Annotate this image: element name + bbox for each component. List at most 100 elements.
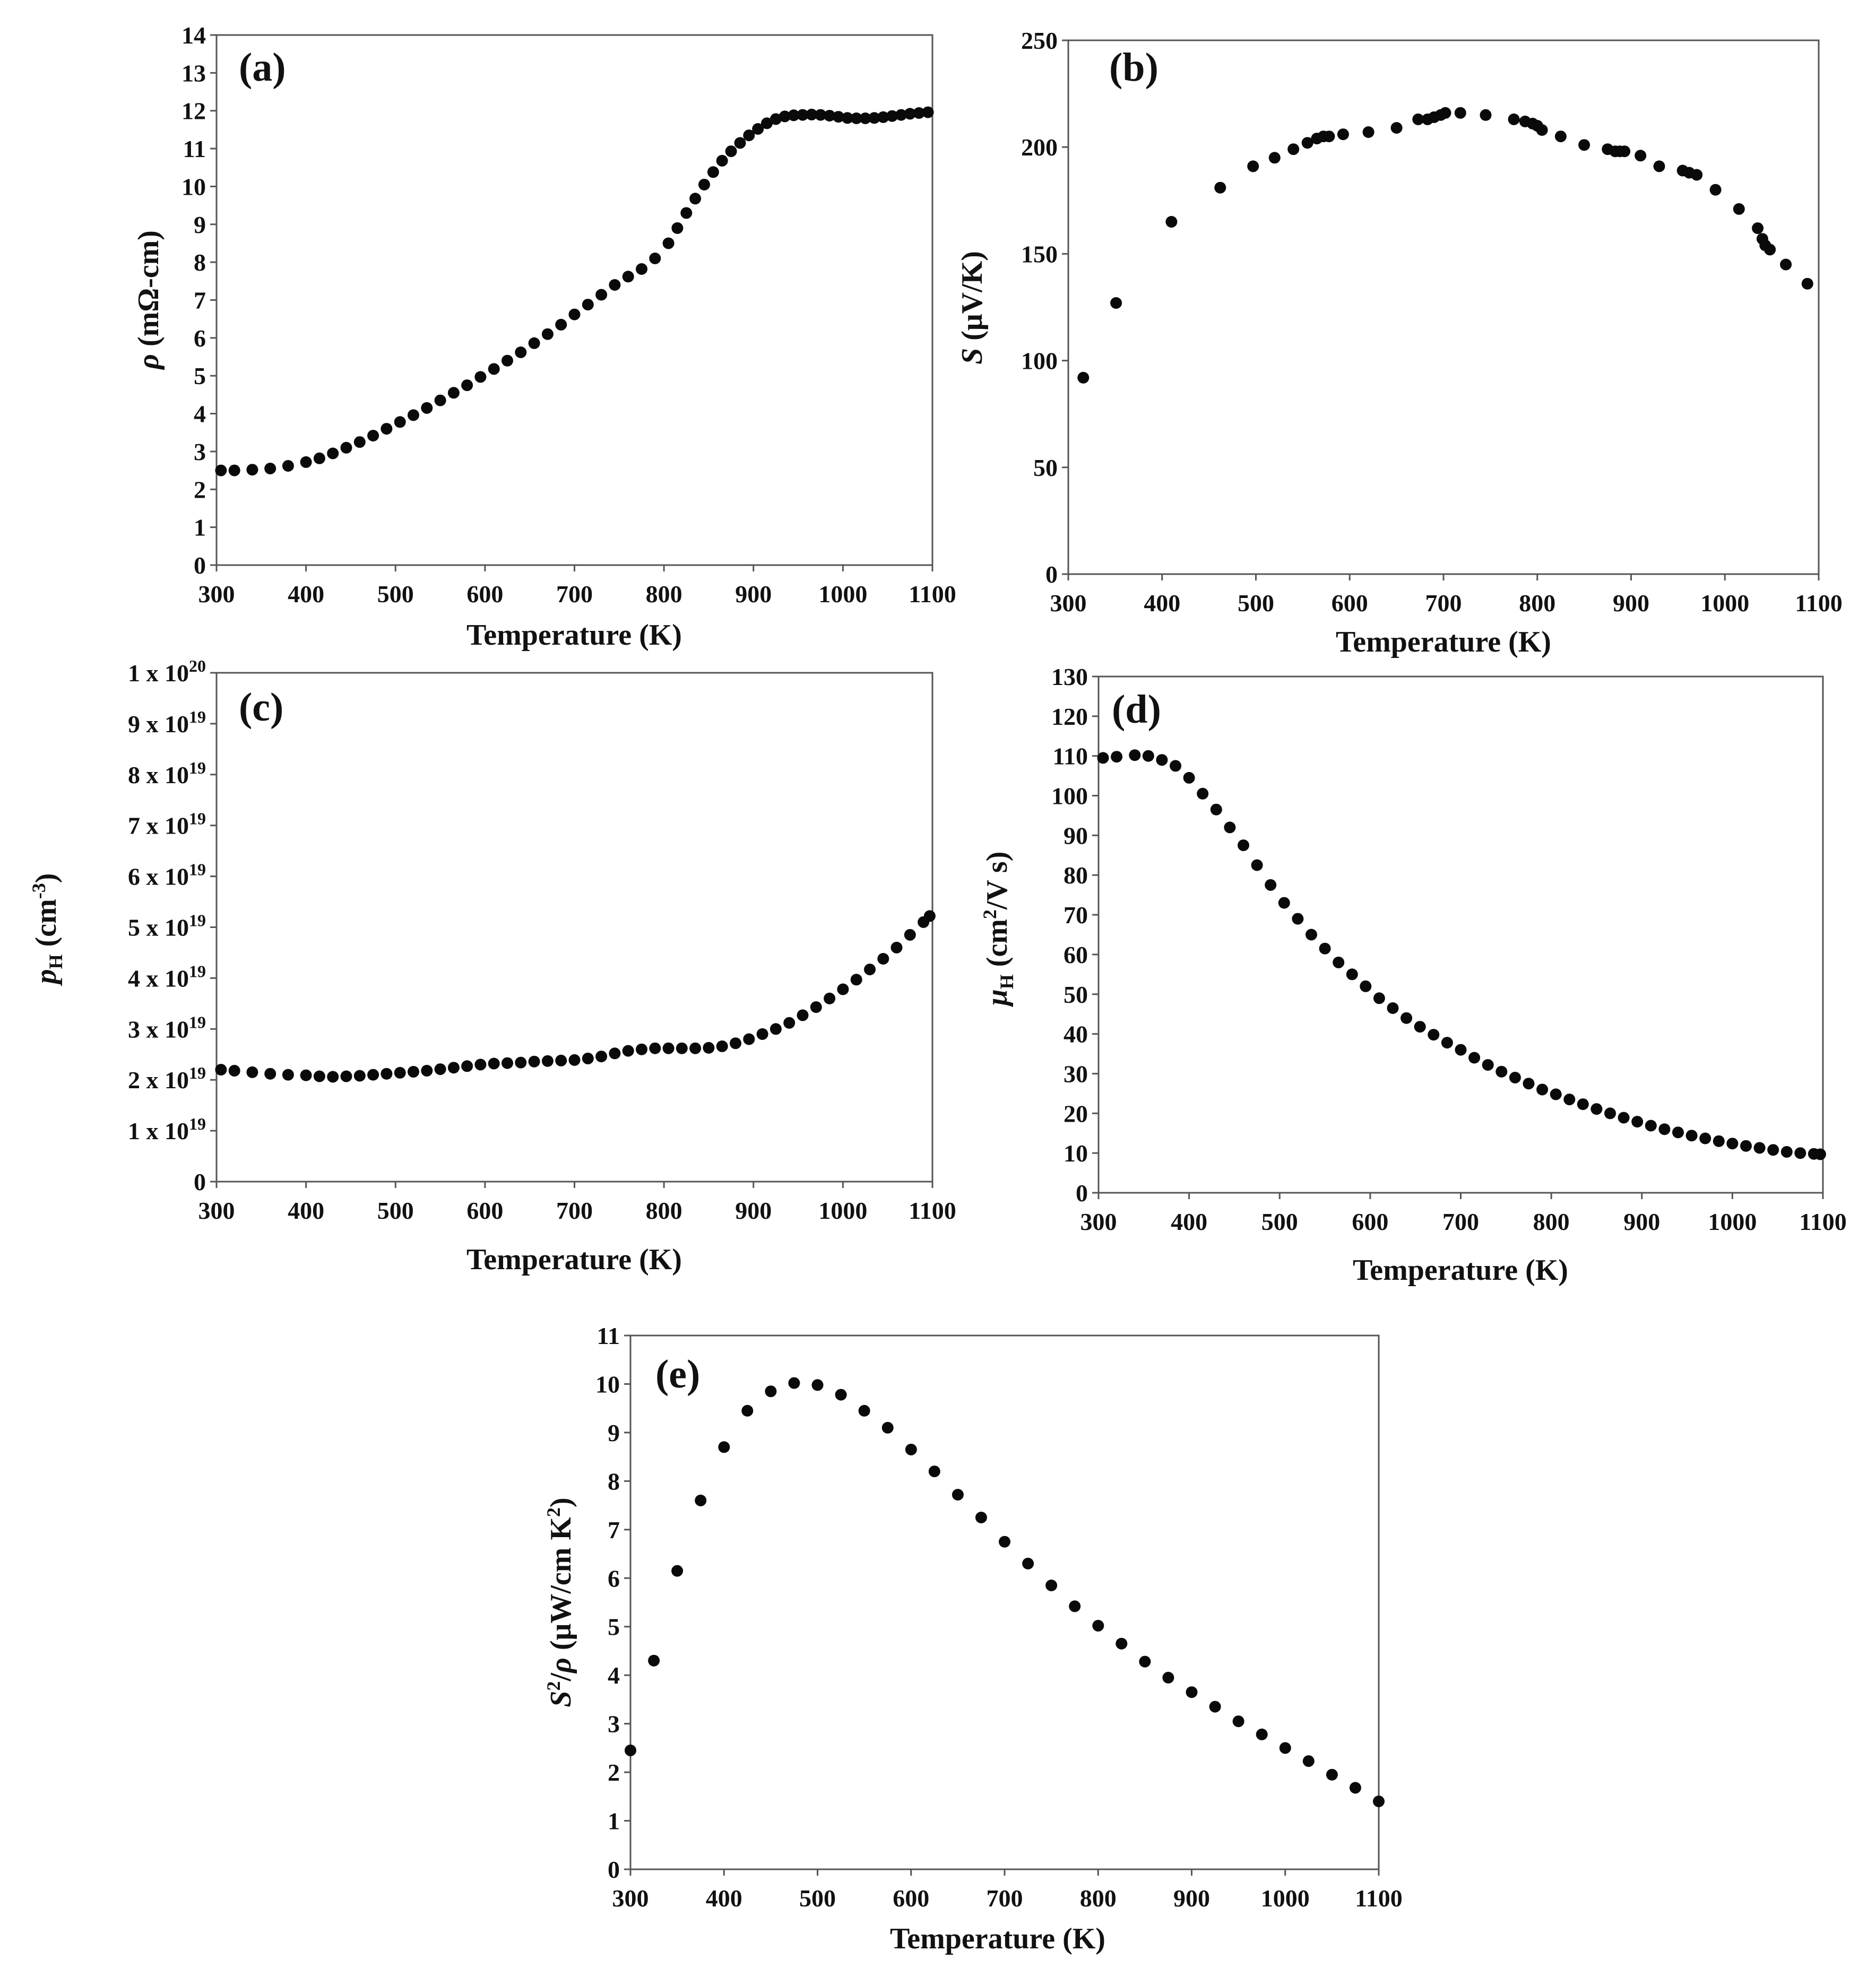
data-point bbox=[1265, 879, 1277, 891]
data-point bbox=[1142, 750, 1154, 762]
x-tick-label: 700 bbox=[556, 580, 593, 608]
axis-ticks: 300 400 500 600 700 800 900 1000 1100 0 1 x 1019 2 … bbox=[128, 656, 956, 1224]
y-axis-symbol: ρ bbox=[132, 354, 165, 370]
panel-label: (c) bbox=[239, 685, 283, 730]
data-point bbox=[1635, 150, 1647, 162]
x-tick-label: 300 bbox=[612, 1885, 649, 1912]
data-point bbox=[421, 1064, 433, 1077]
x-tick-label: 900 bbox=[1623, 1208, 1660, 1235]
data-point bbox=[662, 237, 675, 249]
data-point bbox=[246, 464, 258, 476]
y-tick-label: 11 bbox=[183, 135, 206, 162]
data-point bbox=[488, 1057, 500, 1070]
x-tick-label: 700 bbox=[1442, 1208, 1479, 1235]
data-point bbox=[488, 363, 500, 375]
y-tick-label: 120 bbox=[1051, 703, 1088, 730]
data-point bbox=[904, 929, 916, 941]
y-tick-label: 150 bbox=[1021, 240, 1058, 267]
x-tick-label: 500 bbox=[377, 580, 414, 608]
y-axis-symbol: p bbox=[30, 969, 63, 986]
data-point bbox=[595, 289, 608, 301]
data-point bbox=[689, 1042, 702, 1054]
y-tick-label: 3 bbox=[608, 1711, 620, 1738]
data-point bbox=[1129, 749, 1141, 761]
data-point bbox=[810, 1001, 822, 1013]
data-point bbox=[928, 1466, 940, 1478]
data-point bbox=[1292, 913, 1304, 925]
x-axis-title: Temperature (K) bbox=[466, 619, 682, 652]
data-point bbox=[568, 308, 581, 320]
data-point bbox=[1097, 752, 1109, 764]
data-point bbox=[264, 463, 276, 474]
x-tick-label: 700 bbox=[1425, 589, 1462, 617]
y-tick-label: 250 bbox=[1021, 27, 1058, 54]
data-point bbox=[788, 109, 800, 122]
y-tick-label: 110 bbox=[1053, 743, 1088, 770]
data-point bbox=[636, 263, 647, 275]
data-point bbox=[215, 1064, 227, 1076]
data-point bbox=[649, 1042, 661, 1054]
y-tick-label: 6 x 1019 bbox=[128, 860, 206, 890]
data-point bbox=[568, 1054, 581, 1066]
data-point bbox=[609, 1047, 621, 1060]
data-point bbox=[881, 1421, 894, 1434]
data-point bbox=[811, 1379, 824, 1391]
y-tick-label: 1 x 1020 bbox=[128, 656, 206, 687]
x-tick-label: 1100 bbox=[1355, 1885, 1402, 1912]
data-point bbox=[282, 1069, 294, 1081]
data-point bbox=[1653, 160, 1665, 172]
data-point bbox=[582, 1052, 594, 1064]
x-tick-label: 400 bbox=[706, 1885, 742, 1912]
data-point bbox=[1268, 152, 1281, 164]
data-point bbox=[1224, 821, 1236, 834]
data-point bbox=[1346, 968, 1358, 981]
x-axis-title: Temperature (K) bbox=[1336, 626, 1551, 658]
y-tick-label: 4 x 1019 bbox=[128, 961, 206, 992]
data-point bbox=[555, 1054, 567, 1066]
panel-label: (b) bbox=[1109, 45, 1159, 90]
data-point bbox=[1554, 131, 1567, 143]
data-point bbox=[1563, 1094, 1576, 1106]
data-point bbox=[408, 409, 419, 421]
data-point bbox=[718, 1441, 730, 1453]
data-point bbox=[671, 222, 684, 234]
data-point bbox=[1578, 139, 1590, 151]
data-point bbox=[756, 1028, 768, 1040]
data-point bbox=[1536, 124, 1548, 136]
data-point bbox=[680, 207, 693, 219]
y-axis-subscript: H bbox=[996, 974, 1017, 989]
data-point bbox=[1301, 137, 1313, 149]
y-axis-superscript: 2 bbox=[543, 1681, 564, 1690]
data-point bbox=[689, 193, 702, 205]
x-tick-label: 700 bbox=[556, 1197, 593, 1224]
x-tick-label: 600 bbox=[1332, 589, 1368, 617]
data-point bbox=[676, 1042, 688, 1054]
x-tick-label: 500 bbox=[1261, 1208, 1298, 1235]
data-point bbox=[1186, 1686, 1198, 1698]
x-tick-label: 800 bbox=[1533, 1208, 1570, 1235]
data-point bbox=[1631, 1116, 1644, 1128]
y-axis-unit: (cm bbox=[981, 919, 1014, 974]
data-point bbox=[1508, 113, 1520, 125]
data-point bbox=[447, 1062, 460, 1074]
y-axis-superscript-2: 2 bbox=[543, 1507, 564, 1517]
data-point bbox=[1162, 1671, 1174, 1684]
data-series bbox=[1097, 749, 1826, 1160]
data-point bbox=[1713, 1135, 1725, 1147]
data-point bbox=[1740, 1140, 1752, 1152]
data-point bbox=[1577, 1098, 1589, 1111]
data-point bbox=[1699, 1132, 1711, 1144]
x-tick-label: 400 bbox=[1171, 1208, 1207, 1235]
x-tick-label: 1100 bbox=[1795, 589, 1842, 617]
data-point bbox=[541, 1055, 554, 1067]
data-point bbox=[1362, 126, 1374, 138]
panel-label: (a) bbox=[239, 45, 286, 90]
y-tick-label: 4 bbox=[608, 1662, 620, 1689]
data-point bbox=[904, 108, 916, 120]
data-point bbox=[695, 1494, 707, 1506]
y-axis-close: ) bbox=[544, 1497, 577, 1507]
data-point bbox=[1214, 181, 1226, 194]
y-axis-symbol: S bbox=[544, 1690, 577, 1707]
data-point bbox=[381, 423, 393, 435]
x-tick-label: 900 bbox=[735, 580, 772, 608]
